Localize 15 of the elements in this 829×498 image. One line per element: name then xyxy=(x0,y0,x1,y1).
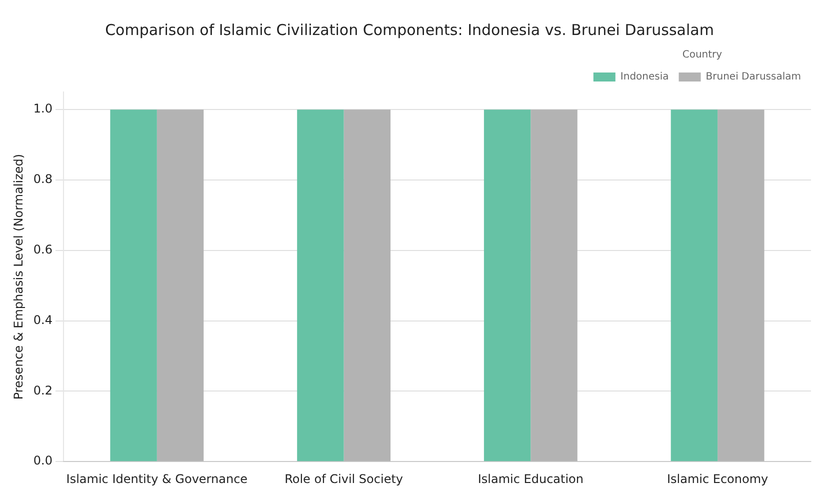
x-tick-label: Islamic Economy xyxy=(666,472,768,486)
y-tick-label: 0.2 xyxy=(33,383,52,398)
y-tick-label: 1.0 xyxy=(33,102,52,116)
x-tick-label: Role of Civil Society xyxy=(284,472,404,486)
y-tick-label: 0.0 xyxy=(33,454,52,468)
legend-title: Country xyxy=(682,50,722,61)
x-tick-label: Islamic Education xyxy=(478,472,584,486)
y-tick-label: 0.6 xyxy=(33,242,52,257)
chart-title: Comparison of Islamic Civilization Components: Indonesia vs. Brunei Darussalam xyxy=(105,20,714,39)
y-tick-label: 0.8 xyxy=(33,172,52,186)
x-tick-label: Islamic Identity & Governance xyxy=(66,472,248,486)
y-tick-label: 0.4 xyxy=(33,312,52,327)
legend-label: Indonesia xyxy=(620,72,669,83)
y-axis-title: Presence & Emphasis Level (Normalized) xyxy=(11,154,26,400)
legend-label: Brunei Darussalam xyxy=(706,72,802,83)
